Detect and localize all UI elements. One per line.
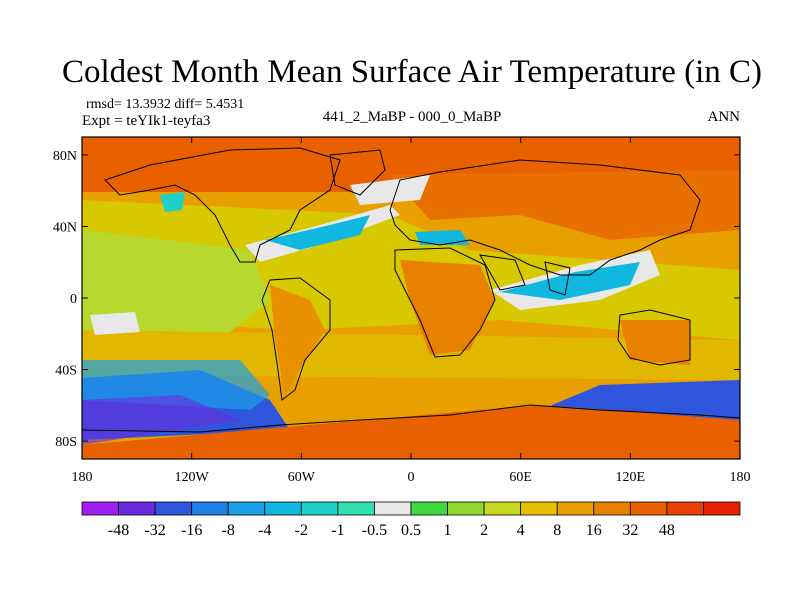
coastlines xyxy=(82,147,740,433)
south-america-outline xyxy=(261,277,331,401)
field-mediterranean xyxy=(415,230,470,245)
arabia-outline xyxy=(479,254,526,291)
field-eurasia-warm xyxy=(390,170,740,240)
africa-outline xyxy=(394,247,496,358)
lon-tick-label: 120E xyxy=(616,470,646,485)
colorbar-label: -0.5 xyxy=(362,522,387,539)
colorbar-swatch xyxy=(227,501,266,516)
colorbar-swatch xyxy=(703,501,741,516)
colorbar-swatch xyxy=(410,501,448,516)
eurasia-outline xyxy=(389,159,701,276)
colorbar-label: -2 xyxy=(295,522,308,539)
lon-tick-label: 180 xyxy=(72,470,93,485)
field-australia xyxy=(620,320,690,365)
lon-tick-label: 180 xyxy=(730,470,751,485)
lat-tick-label: 80S xyxy=(55,435,77,450)
latitude-axis: 80N 40N 0 40S 80S xyxy=(53,149,740,450)
lat-tick-label: 0 xyxy=(70,292,77,307)
north-america-outline xyxy=(104,147,341,263)
colorbar-swatch xyxy=(520,501,558,516)
lon-tick-label: 60E xyxy=(509,470,532,485)
australia-outline xyxy=(617,309,691,366)
colorbar-label: 8 xyxy=(553,522,561,539)
colorbar-swatch xyxy=(447,501,485,516)
stats-line: rmsd= 13.3932 diff= 5.4531 xyxy=(86,97,244,112)
colorbar-swatch xyxy=(337,501,375,516)
colorbar-label: 4 xyxy=(517,522,525,539)
colorbar-label: -32 xyxy=(144,522,165,539)
field-south-america xyxy=(270,285,325,395)
colorbar-label: 48 xyxy=(659,522,675,539)
colorbar-label: -4 xyxy=(258,522,271,539)
colorbar-swatch xyxy=(374,501,412,516)
colorbar-label: 1 xyxy=(444,522,452,539)
field-southern-yellow xyxy=(82,330,740,380)
field-africa xyxy=(400,260,495,355)
field-north-atlantic-cyan xyxy=(265,215,370,250)
colorbar-label: -8 xyxy=(222,522,235,539)
field-southern-teal xyxy=(82,360,270,410)
field-antarctica xyxy=(82,405,740,459)
field-indopacific-cyan xyxy=(500,262,640,300)
temperature-field xyxy=(82,137,740,459)
colorbar-swatch xyxy=(118,501,156,516)
colorbar-label: 0.5 xyxy=(401,522,421,539)
greenland-outline xyxy=(329,149,386,196)
center-label: 441_2_MaBP - 000_0_MaBP xyxy=(323,109,502,125)
lat-tick-label: 40S xyxy=(55,364,77,379)
lon-tick-label: 0 xyxy=(408,470,415,485)
colorbar-swatch xyxy=(593,501,631,516)
antarctica-outline xyxy=(82,404,740,433)
season-label: ANN xyxy=(708,109,741,125)
field-deep-cold xyxy=(82,395,240,445)
colorbar xyxy=(81,501,741,516)
colorbar-swatch xyxy=(483,501,522,516)
figure-title: Coldest Month Mean Surface Air Temperatu… xyxy=(62,54,762,90)
lat-tick-label: 80N xyxy=(53,149,77,164)
longitude-axis: 180 120W 60W 0 60E 120E 180 xyxy=(72,137,751,485)
lon-tick-label: 60W xyxy=(288,470,316,485)
colorbar-label: -48 xyxy=(108,522,129,539)
lat-tick-label: 40N xyxy=(53,220,77,235)
field-na-west-cyan xyxy=(160,192,185,212)
colorbar-swatch xyxy=(154,501,193,516)
india-outline xyxy=(544,261,571,296)
colorbar-label: 32 xyxy=(622,522,638,539)
colorbar-swatch xyxy=(191,501,229,516)
colorbar-swatch xyxy=(264,501,302,516)
colorbar-swatch xyxy=(81,501,119,516)
colorbar-labels: -48 -32 -16 -8 -4 -2 -1 -0.5 0.5 1 2 4 8 16 32 48 xyxy=(108,522,675,539)
colorbar-label: -16 xyxy=(181,522,202,539)
colorbar-label: -1 xyxy=(331,522,344,539)
colorbar-swatch xyxy=(300,501,339,516)
colorbar-swatch xyxy=(556,501,595,516)
colorbar-label: 2 xyxy=(480,522,488,539)
colorbar-swatch xyxy=(629,501,668,516)
colorbar-swatch xyxy=(666,501,704,516)
experiment-line: Expt = teYIk1-teyfa3 xyxy=(82,113,210,129)
lon-tick-label: 120W xyxy=(175,470,210,485)
field-pacific-white-patch xyxy=(90,312,140,335)
colorbar-label: 16 xyxy=(586,522,602,539)
field-arctic-white xyxy=(350,175,430,205)
